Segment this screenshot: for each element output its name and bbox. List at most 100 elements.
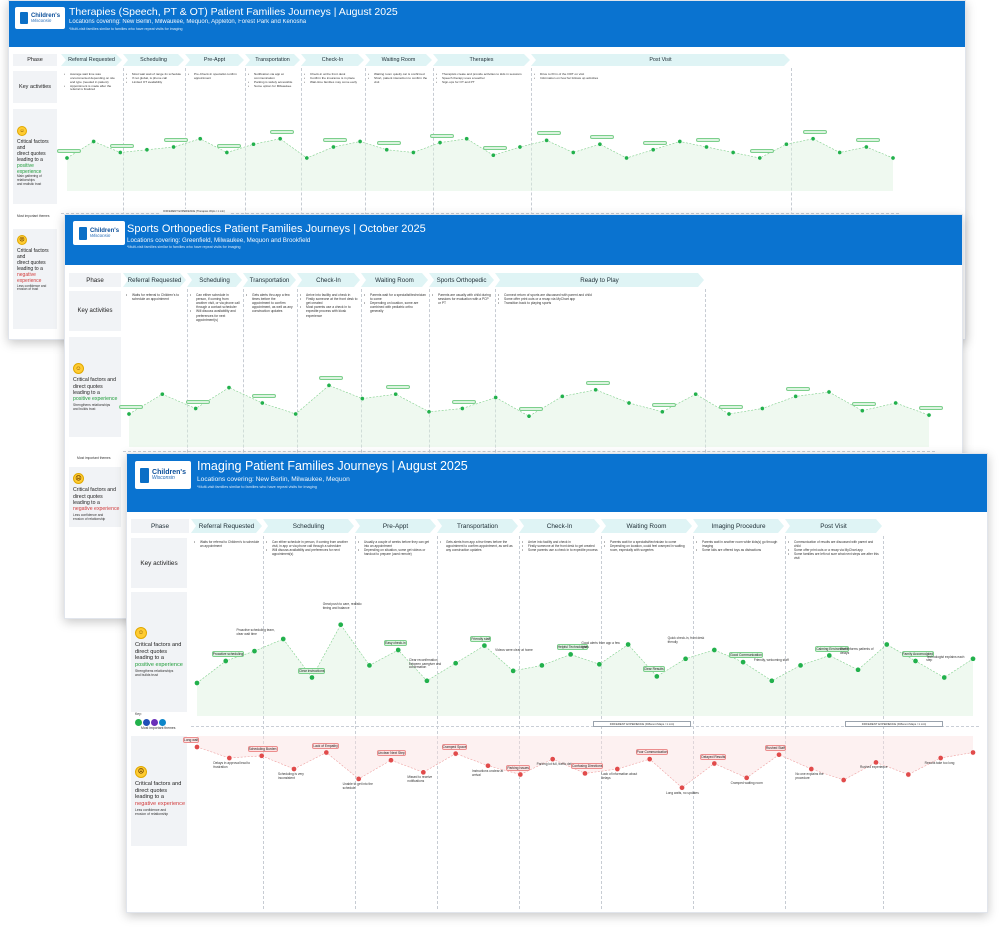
negative-curve-point (194, 744, 200, 750)
positive-curve-point (740, 659, 746, 665)
positive-theme-chip (803, 129, 828, 134)
children-figures-icon (78, 226, 87, 240)
imaging-journey-card[interactable]: Children's Wisconsin Imaging Patient Fami… (126, 453, 988, 913)
most-important-label: Most important themes (141, 726, 176, 730)
column-divider (519, 536, 520, 909)
negative-quote: Cramped waiting room (730, 780, 763, 785)
phase-therapies: Therapies (433, 54, 530, 66)
positive-curve-point (493, 395, 499, 400)
journey-title: Therapies (Speech, PT & OT) Patient Fami… (69, 6, 398, 18)
column-divider (245, 68, 246, 335)
positive-curve-point (259, 400, 265, 406)
different-experience-label: DIFFERENT EXPERIENCE (Different Maps / 1… (593, 721, 691, 727)
activity-item: Firstly someone at the front desk to get… (300, 297, 358, 305)
positive-curve-point (490, 152, 496, 158)
positive-curve-point (726, 411, 732, 417)
positive-curve-point (197, 136, 203, 142)
positive-curve-line (66, 138, 894, 159)
negative-curve-point (258, 752, 265, 759)
negative-curve-point (517, 771, 524, 778)
phase-scheduling: Scheduling (263, 519, 354, 533)
negative-curve-point (485, 762, 491, 769)
positive-theme-chip (216, 143, 241, 148)
column-divider (185, 68, 186, 335)
positive-curve-point (650, 147, 656, 153)
activity-item: Confirm the insurance is in place (304, 76, 362, 81)
phase-label: Phase (13, 54, 57, 66)
phase-transportation: Transportation (243, 273, 296, 287)
family-dot-icon (159, 719, 166, 726)
positive-theme-chip: Proactive scheduling (211, 651, 245, 657)
positive-curve-point (309, 674, 315, 681)
positive-theme-chip (483, 146, 508, 151)
positive-curve-point (626, 400, 632, 406)
positive-curve-point (797, 662, 804, 669)
most-important-label: Most important themes (77, 456, 111, 460)
activity-item: Short, patient interaction to confirm th… (368, 76, 430, 85)
positive-curve-point (326, 383, 332, 388)
positive-theme-chip (856, 138, 881, 142)
positive-curve-point (693, 391, 699, 397)
activity-item: Firstly someone at the front desk to get… (522, 544, 598, 548)
activity-item: Wait-time families may come early (304, 80, 362, 85)
activity-item: Limited OT availability (126, 80, 182, 85)
positive-quote: Friendly, welcoming staff (753, 657, 789, 662)
column-divider (785, 536, 786, 909)
activity-list: Average wait time was uncommented depend… (64, 73, 120, 105)
positive-theme-chip (852, 401, 877, 406)
location-dot-icon (143, 719, 150, 726)
worried-emoji-icon: ☹ (73, 473, 84, 485)
negative-curve-point (614, 766, 621, 772)
row-separator (191, 726, 979, 727)
children-figures-icon (140, 467, 150, 483)
journey-title: Imaging Patient Families Journeys | Augu… (197, 459, 468, 473)
negative-curve-point (711, 760, 718, 767)
positive-curve-point (517, 144, 523, 150)
negative-curve-point (452, 750, 459, 757)
phase-ready-to-play: Ready to Play (495, 273, 704, 287)
negative-quote: Lack of information about delays (601, 772, 638, 780)
logo: Children's Wisconsin (73, 221, 125, 245)
activity-item: Usually a couple of weeks before they ca… (358, 540, 434, 548)
positive-curve-point (704, 144, 709, 150)
column-divider (531, 68, 532, 335)
phase-sports-orthopedic: Sports Orthopedic (429, 273, 494, 287)
positive-dot-icon (135, 719, 142, 726)
column-divider (263, 536, 264, 909)
negative-theme-chip: Scheduling Burden (247, 745, 278, 752)
activity-item: Parents are usually with child during se… (432, 293, 492, 305)
negative-theme-chip: Long wait (183, 737, 200, 743)
activity-list: Arrive into facility and check inFirstly… (300, 293, 358, 333)
positive-curve-point (384, 147, 390, 153)
banner: Children's Wisconsin Sports Orthopedics P… (65, 215, 962, 265)
positive-curve-point (193, 406, 199, 411)
experience-curves (194, 621, 976, 791)
staff-dot-icon (151, 719, 158, 726)
positive-curve-point (810, 136, 816, 142)
negative-curve-point (679, 784, 685, 791)
smile-emoji-icon: ☺ (135, 626, 147, 639)
positive-theme-chip: Clear instructions (297, 667, 326, 674)
positive-theme-chip (519, 407, 543, 412)
positive-curve-point (395, 647, 402, 653)
negative-curve-point (323, 749, 330, 756)
phase-imaging-procedure: Imaging Procedure (693, 519, 784, 533)
positive-theme-chip (536, 131, 561, 136)
positive-quote: Quick check-in, front desk friendly (667, 635, 705, 644)
activity-list: Notification via app at communicationPar… (248, 73, 298, 105)
positive-curve-point (625, 641, 631, 648)
positive-quote: Good alerts from app a few times (581, 641, 620, 650)
activity-list: Check-in at the front deskConfirm the in… (304, 73, 362, 105)
positive-factors-label: ☺ Critical factors and direct quotes leadi… (131, 592, 187, 712)
activity-list: Communication of results are discussed w… (788, 540, 880, 590)
positive-theme-chip (696, 138, 721, 142)
different-experience-label: DIFFERENT EXPERIENCE (Therapies 30pts / … (159, 209, 229, 214)
positive-curve-point (64, 155, 70, 161)
positive-curve-point (677, 139, 683, 144)
positive-curve-point (711, 647, 718, 653)
positive-theme-chip (430, 133, 455, 138)
journey-subtitle: Locations covering: New Berlin, Milwauke… (197, 476, 350, 483)
worried-emoji-icon: ☹ (17, 235, 27, 245)
activity-item: Some option for Milwaukee (248, 84, 298, 89)
positive-quote: Technologist explains each step (926, 654, 965, 663)
